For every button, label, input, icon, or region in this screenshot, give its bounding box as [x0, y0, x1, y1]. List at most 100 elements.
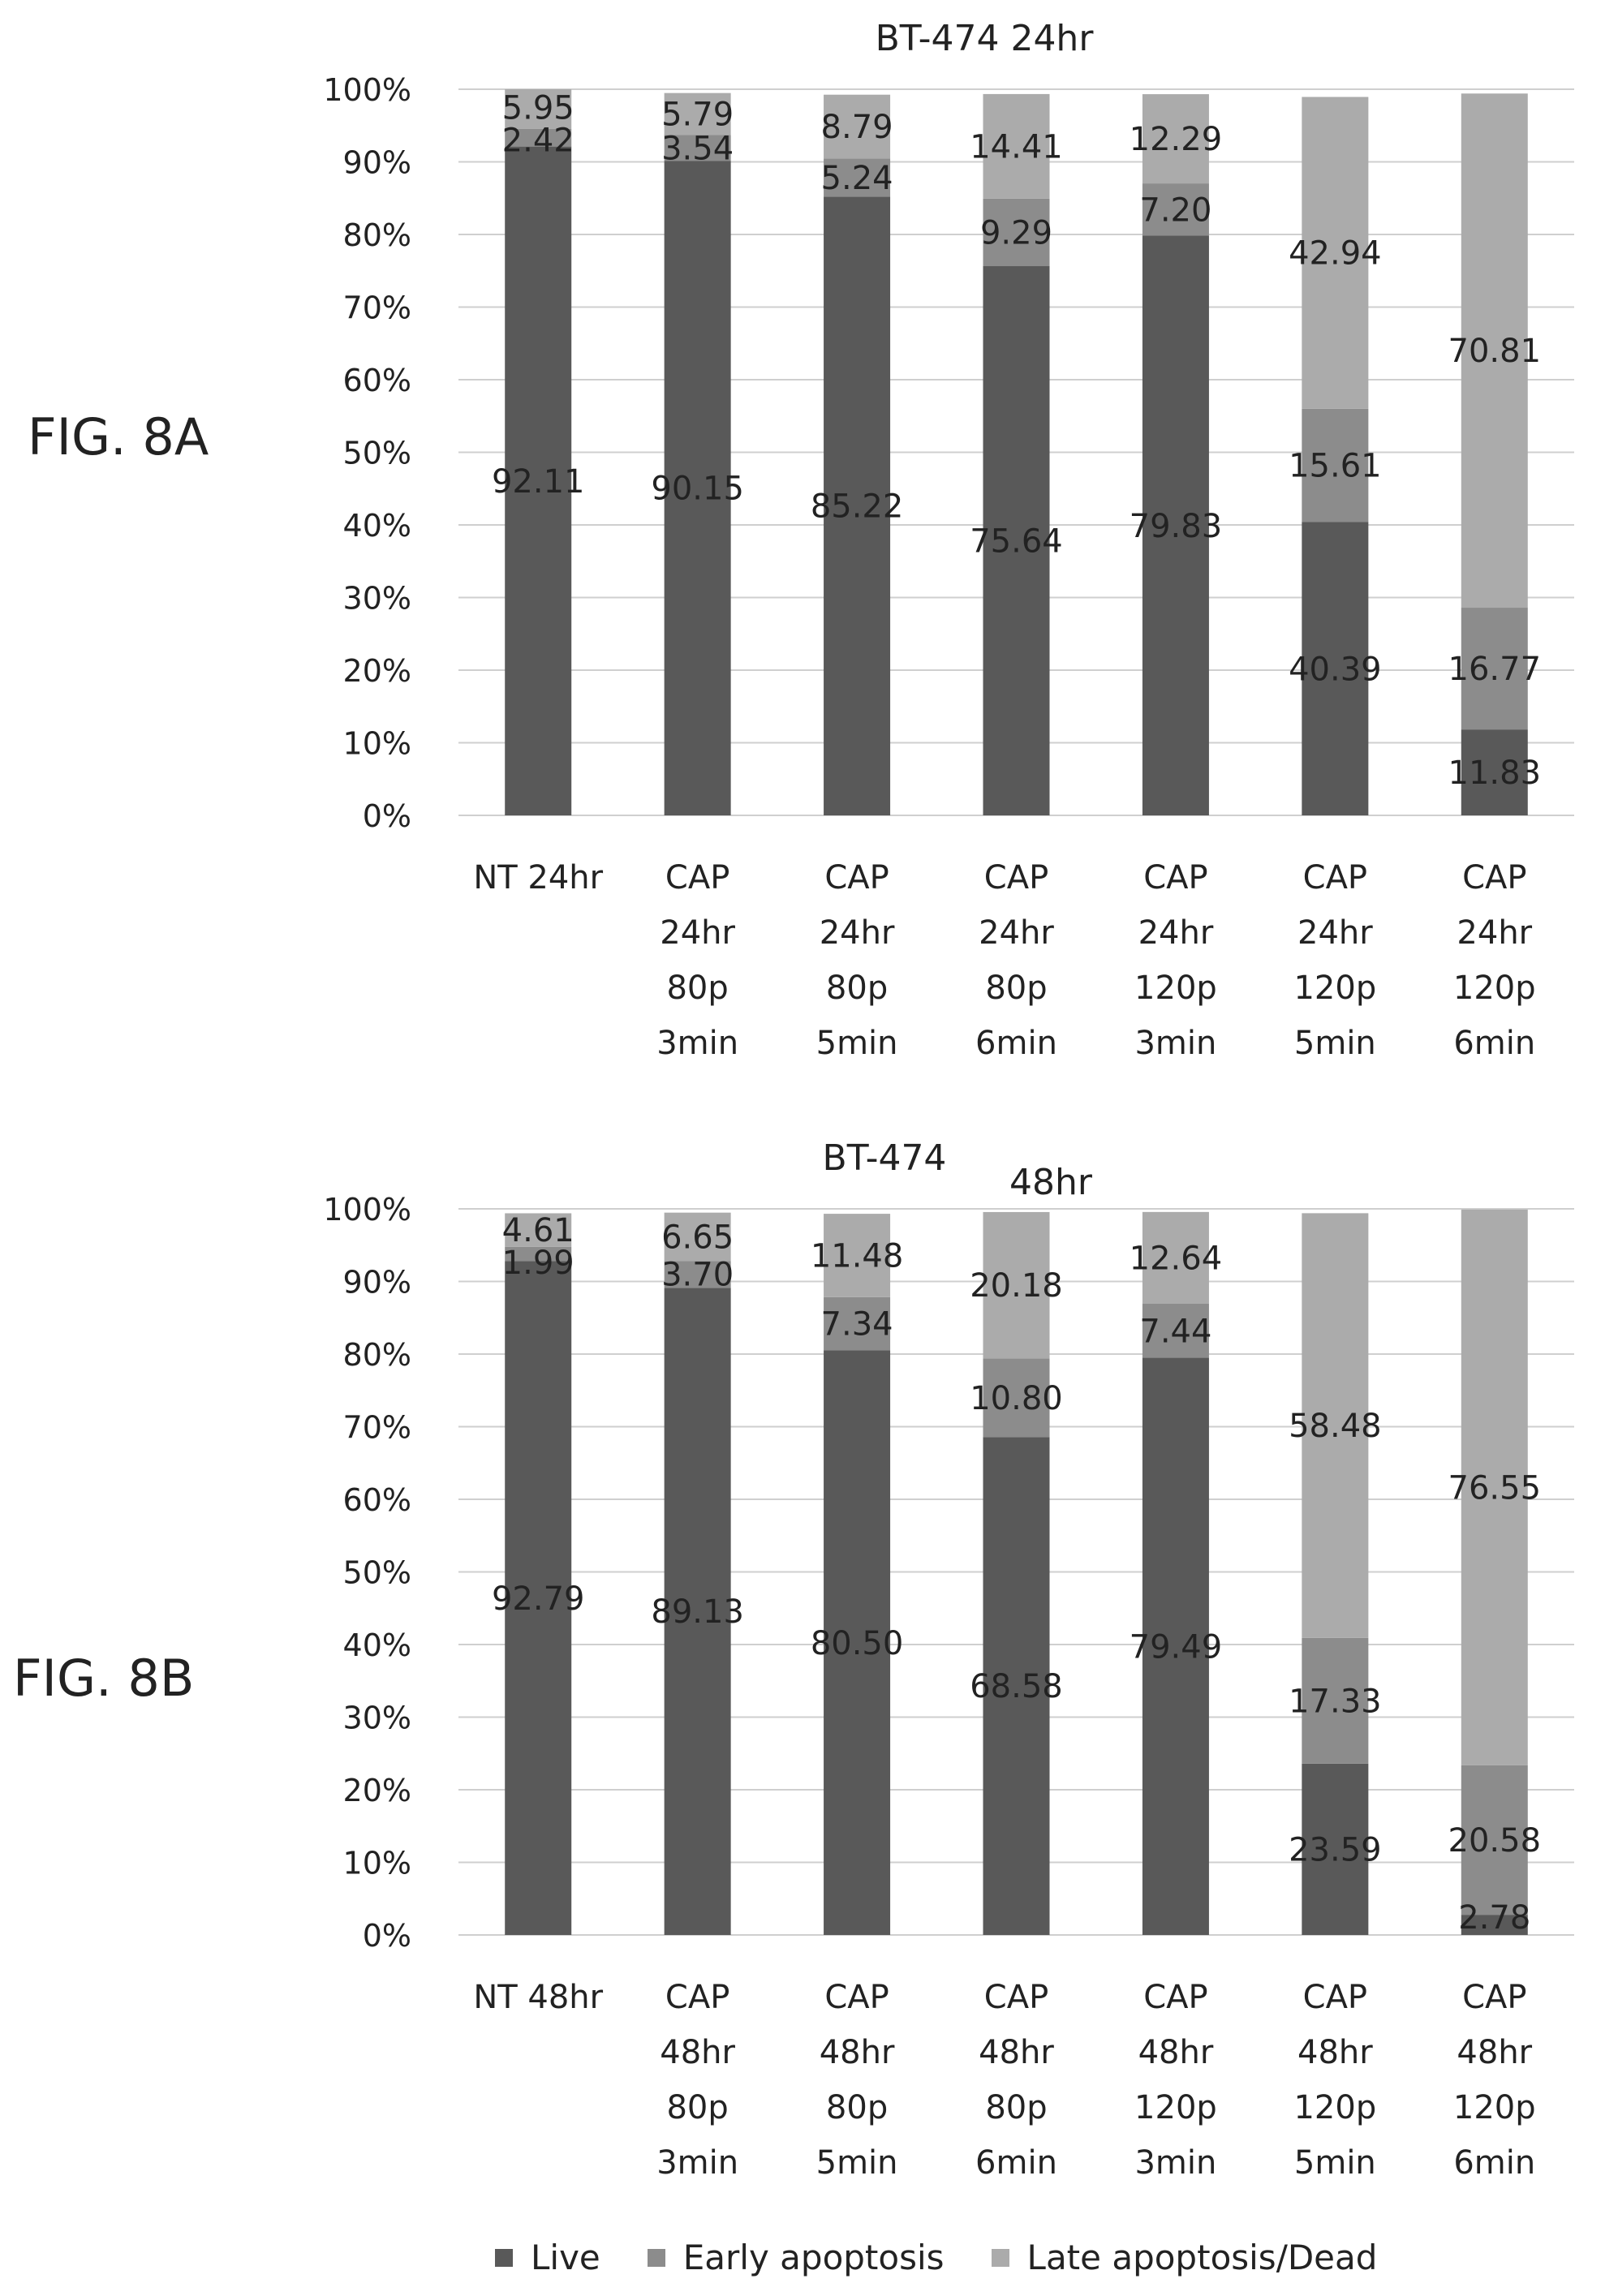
chart-2-bar-live-4 — [983, 1437, 1050, 1935]
chart-1-data-label-live: 75.64 — [970, 523, 1063, 561]
legend-item-early-apoptosis: Early apoptosis — [647, 2238, 945, 2277]
chart-2-y-tick-label: 10% — [343, 1846, 411, 1881]
chart-2-category-label: 80p — [666, 2089, 728, 2126]
chart-1-data-label-late-apoptosis-dead: 14.41 — [970, 128, 1063, 166]
chart-2-bar-late-apoptosis-dead-7 — [1461, 1209, 1528, 1765]
chart-1-bar-early-apoptosis-3 — [824, 158, 891, 197]
chart-1-bar-early-apoptosis-5 — [1142, 183, 1209, 236]
chart-1-y-tick-label: 100% — [323, 72, 411, 108]
chart-2-category-label: CAP — [824, 1979, 889, 2016]
chart-2-bar-early-apoptosis-6 — [1302, 1637, 1369, 1764]
chart-1-category-label: 6min — [975, 1025, 1057, 1062]
chart-1-category-label: 24hr — [1138, 914, 1214, 952]
chart-1-bar-live-5 — [1142, 235, 1209, 816]
chart-2-category-label: 6min — [1453, 2144, 1535, 2182]
chart-2-bar-late-apoptosis-dead-1 — [505, 1213, 572, 1247]
chart-2-data-label-late-apoptosis-dead: 58.48 — [1289, 1408, 1382, 1445]
chart-2-data-label-live: 2.78 — [1458, 1899, 1530, 1937]
legend-swatch-late-apoptosis — [991, 2248, 1009, 2267]
chart-2-data-label-early-apoptosis: 7.34 — [821, 1306, 893, 1344]
chart-2-bar-early-apoptosis-7 — [1461, 1765, 1528, 1915]
chart-1-data-label-live: 40.39 — [1289, 651, 1382, 688]
chart-2-data-label-early-apoptosis: 20.58 — [1448, 1822, 1542, 1860]
chart-1-data-label-early-apoptosis: 7.20 — [1139, 191, 1211, 229]
chart-1-y-tick-label: 70% — [343, 290, 411, 326]
chart-2-category-label: CAP — [984, 1979, 1048, 2016]
chart-1-category-label: 80p — [666, 970, 728, 1007]
chart-2-data-label-live: 80.50 — [811, 1625, 904, 1662]
chart-2-category-label: CAP — [1143, 1979, 1207, 2016]
chart-1-category-label: 24hr — [979, 914, 1054, 952]
chart-1-data-label-early-apoptosis: 15.61 — [1289, 448, 1382, 485]
chart-1-category-label: CAP — [984, 859, 1048, 896]
chart-2-bar-late-apoptosis-dead-2 — [664, 1212, 731, 1262]
chart-2-category-label: 120p — [1134, 2089, 1217, 2126]
chart-1-bar-late-apoptosis-dead-7 — [1461, 93, 1528, 608]
chart-2-title-part-1: BT-474 — [823, 1137, 947, 1179]
chart-1-y-tick-label: 0% — [363, 798, 411, 834]
chart-2-category-label: 120p — [1293, 2089, 1376, 2126]
chart-2-y-tick-label: 60% — [343, 1482, 411, 1518]
chart-1-category-label: 120p — [1134, 970, 1217, 1007]
chart-2-bar-live-6 — [1302, 1763, 1369, 1935]
legend-item-live: Live — [495, 2238, 600, 2277]
chart-2-bar-live-2 — [664, 1288, 731, 1935]
chart-2-y-tick-label: 80% — [343, 1337, 411, 1373]
chart-1-category-label: CAP — [1462, 859, 1526, 896]
legend-item-late-apoptosis: Late apoptosis/Dead — [991, 2238, 1378, 2277]
chart-2-y-tick-label: 70% — [343, 1410, 411, 1446]
chart-1-bar-live-7 — [1461, 729, 1528, 815]
chart-1-bar-live-6 — [1302, 522, 1369, 815]
fig-8a-label: FIG. 8A — [28, 407, 209, 467]
chart-1-category-label: CAP — [824, 859, 889, 896]
chart-2-category-label: 3min — [1134, 2144, 1216, 2182]
chart-2-category-label: 3min — [656, 2144, 738, 2182]
chart-1-y-tick-label: 80% — [343, 217, 411, 253]
chart-1-bar-late-apoptosis-dead-2 — [664, 92, 731, 135]
chart-1-y-tick-label: 90% — [343, 145, 411, 181]
chart-2-category-label: 48hr — [820, 2034, 895, 2071]
chart-2-category-label: 48hr — [660, 2034, 735, 2071]
chart-1-data-label-late-apoptosis-dead: 70.81 — [1448, 333, 1542, 370]
legend-label-early-apoptosis: Early apoptosis — [682, 2238, 945, 2277]
chart-1-category-label: 24hr — [1297, 914, 1373, 952]
chart-2-y-tick-label: 40% — [343, 1627, 411, 1663]
chart-1-data-label-late-apoptosis-dead: 42.94 — [1289, 235, 1382, 273]
fig-8b-label: FIG. 8B — [13, 1649, 195, 1708]
chart-1-data-label-early-apoptosis: 5.24 — [821, 160, 893, 197]
chart-2-category-label: 48hr — [1297, 2034, 1373, 2071]
chart-1-bar-live-4 — [983, 266, 1050, 816]
chart-1-bar-live-3 — [824, 196, 891, 815]
chart-2-bar-early-apoptosis-3 — [824, 1296, 891, 1351]
chart-2-bar-early-apoptosis-5 — [1142, 1303, 1209, 1358]
chart-2-data-label-live: 68.58 — [970, 1668, 1063, 1705]
chart-1-data-label-live: 85.22 — [811, 488, 904, 526]
chart-1-y-tick-label: 30% — [343, 581, 411, 617]
chart-2-y-tick-label: 90% — [343, 1265, 411, 1301]
chart-2-title-part-2: 48hr — [1009, 1162, 1093, 1203]
chart-2-bar-late-apoptosis-dead-6 — [1302, 1213, 1369, 1638]
chart-1-bar-late-apoptosis-dead-5 — [1142, 94, 1209, 184]
legend-label-late-apoptosis: Late apoptosis/Dead — [1026, 2238, 1378, 2277]
chart-1-bar-early-apoptosis-6 — [1302, 408, 1369, 522]
chart-2-data-label-early-apoptosis: 1.99 — [502, 1245, 574, 1282]
chart-1-bar-late-apoptosis-dead-6 — [1302, 97, 1369, 409]
chart-2-bar-late-apoptosis-dead-4 — [983, 1211, 1050, 1359]
chart-2-bar-early-apoptosis-4 — [983, 1358, 1050, 1438]
chart-1-category-label: 120p — [1293, 970, 1376, 1007]
chart-1-category-label: 5min — [1294, 1025, 1376, 1062]
chart-1-data-label-live: 79.83 — [1130, 508, 1223, 545]
chart-1-data-label-early-apoptosis: 2.42 — [502, 122, 574, 159]
chart-2-category-label: 48hr — [979, 2034, 1054, 2071]
chart-1-data-label-live: 92.11 — [492, 463, 585, 501]
chart-1-category-label: 24hr — [1457, 914, 1532, 952]
chart-1-data-label-early-apoptosis: 9.29 — [980, 214, 1052, 252]
chart-1-data-label-late-apoptosis-dead: 5.79 — [661, 97, 734, 134]
chart-1-category-label: 6min — [1453, 1025, 1535, 1062]
chart-1-category-label: 24hr — [820, 914, 895, 952]
chart-1-category-label: 5min — [816, 1025, 898, 1062]
chart-1-category-label: 24hr — [660, 914, 735, 952]
chart-1-bar-late-apoptosis-dead-1 — [505, 89, 572, 129]
chart-2-category-label: 48hr — [1138, 2034, 1214, 2071]
chart-2-category-label: CAP — [1303, 1979, 1367, 2016]
